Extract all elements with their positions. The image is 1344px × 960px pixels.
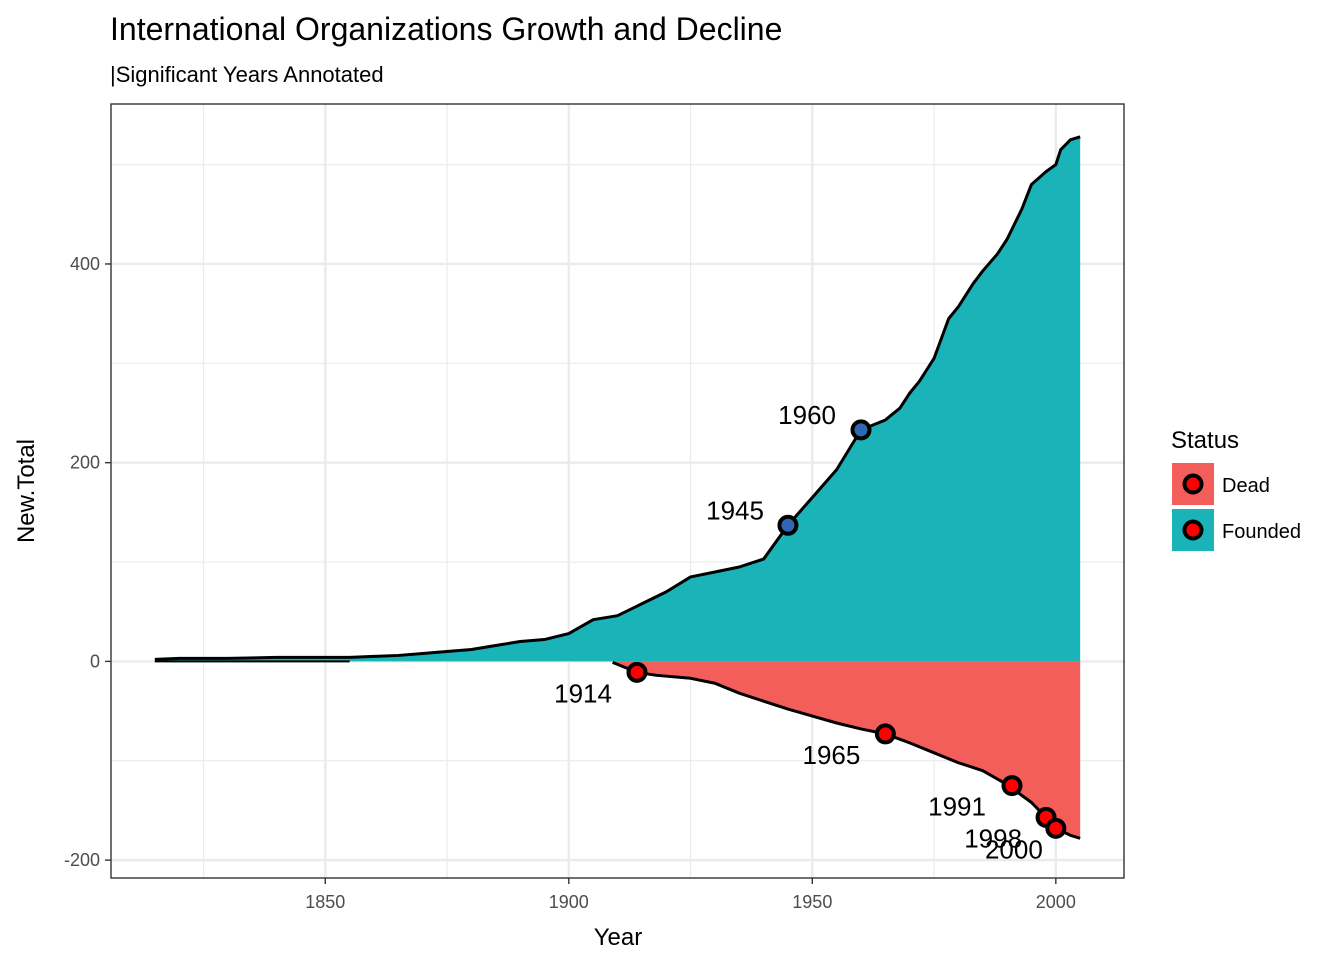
area-dead <box>612 661 1081 839</box>
point-1965 <box>874 723 896 745</box>
point-1914 <box>626 661 648 683</box>
annotation-label-1914: 1914 <box>554 678 612 708</box>
chart-title: International Organizations Growth and D… <box>110 11 782 47</box>
legend: Status Dead Founded <box>1171 427 1301 551</box>
x-tick-label: 1900 <box>549 892 589 912</box>
point-1991 <box>1001 775 1023 797</box>
annotation-label-1991: 1991 <box>928 792 986 822</box>
x-tick-label: 1850 <box>305 892 345 912</box>
annotation-label-1998: 1998 <box>964 823 1022 853</box>
annotation-label-1960: 1960 <box>778 400 836 430</box>
y-tick-label: 200 <box>70 453 100 473</box>
x-tick-label: 2000 <box>1036 892 1076 912</box>
y-axis-title: New.Total <box>13 439 40 543</box>
annotation-label-2000: 2000 <box>985 834 1043 864</box>
legend-point-dead <box>1182 473 1204 495</box>
x-axis: 1850 1900 1950 2000 <box>305 878 1076 912</box>
area-layer <box>154 136 1081 839</box>
legend-label-founded: Founded <box>1222 521 1301 543</box>
y-tick-label: -200 <box>64 850 100 870</box>
point-1945 <box>777 514 799 536</box>
y-tick-label: 400 <box>70 254 100 274</box>
x-tick-label: 1950 <box>792 892 832 912</box>
legend-label-dead: Dead <box>1222 475 1270 497</box>
area-founded <box>154 136 1081 662</box>
legend-point-founded <box>1182 519 1204 541</box>
point-layer <box>626 419 1067 839</box>
x-axis-title: Year <box>594 924 643 951</box>
point-2000 <box>1045 817 1067 839</box>
annotation-label-1965: 1965 <box>803 740 861 770</box>
legend-title: Status <box>1171 427 1239 454</box>
line-founded <box>154 135 1081 661</box>
panel-border <box>110 103 1125 879</box>
y-tick-label: 0 <box>90 651 100 671</box>
point-1960 <box>850 419 872 441</box>
chart-subtitle: |Significant Years Annotated <box>110 62 384 87</box>
y-axis: -200 0 200 400 <box>64 254 111 870</box>
annotation-label-1945: 1945 <box>706 495 764 525</box>
